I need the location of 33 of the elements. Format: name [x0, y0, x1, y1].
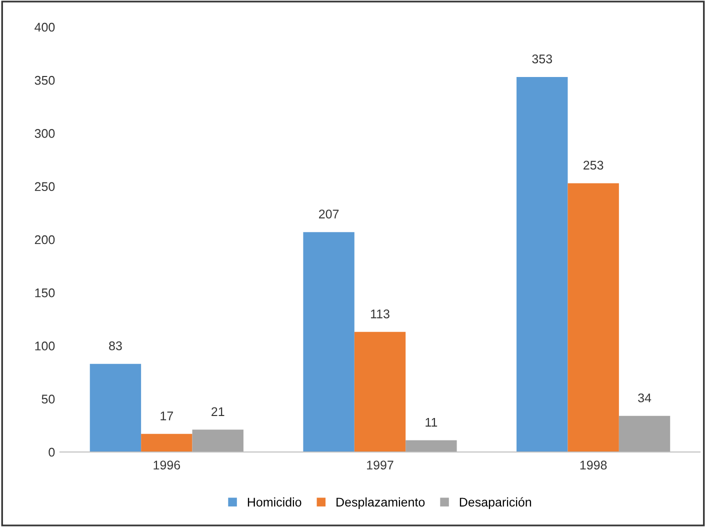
bar: [568, 183, 619, 452]
data-label: 21: [212, 407, 224, 416]
y-tick-label: 50: [42, 394, 55, 404]
y-tick-label: 150: [35, 288, 55, 298]
legend-label: Homicidio: [248, 497, 302, 507]
data-label: 207: [319, 210, 339, 218]
data-label: 11: [426, 418, 438, 427]
y-tick-label: 200: [34, 235, 55, 244]
y-tick-label: 300: [34, 129, 55, 138]
x-tick-label: 1996: [154, 460, 180, 470]
bar: [303, 232, 354, 452]
data-label: 353: [532, 54, 552, 64]
bar: [406, 440, 457, 452]
legend-label: Desplazamiento: [336, 497, 425, 510]
data-label: 253: [584, 160, 604, 170]
bar: [141, 434, 192, 452]
data-label: 113: [370, 310, 390, 318]
y-tick-label: 250: [34, 182, 55, 192]
y-tick-label: 0: [48, 448, 55, 457]
x-tick-label: 1997: [367, 460, 394, 470]
x-tick-label: 1998: [580, 460, 607, 470]
bar: [354, 332, 406, 452]
data-label: 83: [109, 341, 122, 350]
y-tick-label: 400: [34, 22, 55, 32]
data-label: 34: [638, 393, 652, 402]
bar: [192, 430, 244, 452]
bar: [516, 76, 568, 452]
bar: [90, 364, 142, 452]
data-label: 17: [160, 412, 173, 420]
legend-label: Desaparición: [460, 497, 532, 510]
bar: [618, 416, 670, 452]
y-tick-label: 350: [34, 76, 55, 85]
y-tick-label: 100: [35, 342, 55, 350]
